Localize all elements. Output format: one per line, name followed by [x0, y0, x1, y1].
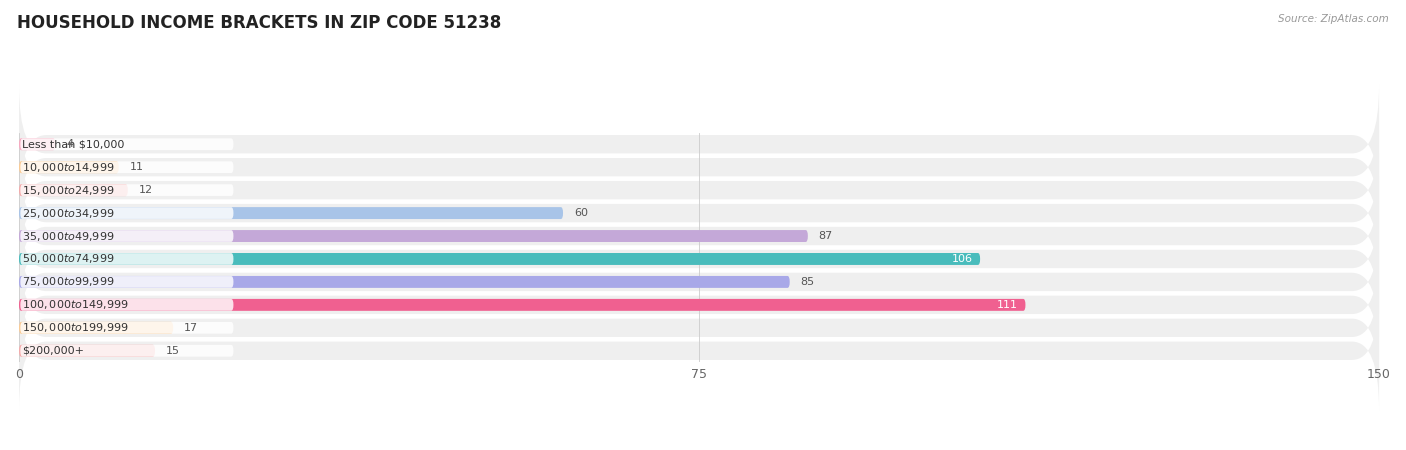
Text: $100,000 to $149,999: $100,000 to $149,999 — [21, 298, 128, 311]
FancyBboxPatch shape — [20, 253, 980, 265]
FancyBboxPatch shape — [20, 276, 233, 288]
FancyBboxPatch shape — [20, 85, 1379, 204]
FancyBboxPatch shape — [20, 130, 1379, 250]
FancyBboxPatch shape — [20, 138, 55, 150]
Text: Less than $10,000: Less than $10,000 — [21, 139, 124, 149]
Text: 85: 85 — [800, 277, 814, 287]
Text: 4: 4 — [66, 139, 73, 149]
Text: Source: ZipAtlas.com: Source: ZipAtlas.com — [1278, 14, 1389, 23]
FancyBboxPatch shape — [20, 199, 1379, 319]
Text: HOUSEHOLD INCOME BRACKETS IN ZIP CODE 51238: HOUSEHOLD INCOME BRACKETS IN ZIP CODE 51… — [17, 14, 501, 32]
Text: 15: 15 — [166, 346, 180, 356]
Text: $10,000 to $14,999: $10,000 to $14,999 — [21, 161, 114, 174]
FancyBboxPatch shape — [20, 276, 790, 288]
FancyBboxPatch shape — [20, 184, 128, 196]
Text: $75,000 to $99,999: $75,000 to $99,999 — [21, 275, 114, 288]
FancyBboxPatch shape — [20, 162, 233, 173]
FancyBboxPatch shape — [20, 207, 233, 219]
Text: $35,000 to $49,999: $35,000 to $49,999 — [21, 230, 114, 243]
FancyBboxPatch shape — [20, 161, 118, 173]
FancyBboxPatch shape — [20, 176, 1379, 296]
Text: 106: 106 — [952, 254, 973, 264]
FancyBboxPatch shape — [20, 184, 233, 196]
Text: $200,000+: $200,000+ — [21, 346, 84, 356]
Text: $25,000 to $34,999: $25,000 to $34,999 — [21, 207, 114, 220]
FancyBboxPatch shape — [20, 230, 233, 242]
Text: 111: 111 — [997, 300, 1018, 310]
FancyBboxPatch shape — [20, 207, 562, 219]
Text: $50,000 to $74,999: $50,000 to $74,999 — [21, 252, 114, 266]
FancyBboxPatch shape — [20, 139, 233, 150]
FancyBboxPatch shape — [20, 345, 155, 357]
FancyBboxPatch shape — [20, 108, 1379, 227]
FancyBboxPatch shape — [20, 291, 1379, 410]
Text: 87: 87 — [818, 231, 832, 241]
FancyBboxPatch shape — [20, 345, 233, 356]
FancyBboxPatch shape — [20, 322, 233, 333]
FancyBboxPatch shape — [20, 253, 233, 265]
FancyBboxPatch shape — [20, 153, 1379, 273]
Text: $15,000 to $24,999: $15,000 to $24,999 — [21, 184, 114, 197]
FancyBboxPatch shape — [20, 299, 233, 310]
FancyBboxPatch shape — [20, 230, 808, 242]
Text: 17: 17 — [184, 323, 198, 333]
Text: 60: 60 — [574, 208, 588, 218]
FancyBboxPatch shape — [20, 322, 173, 334]
FancyBboxPatch shape — [20, 245, 1379, 364]
Text: 11: 11 — [129, 162, 143, 172]
FancyBboxPatch shape — [20, 268, 1379, 387]
Text: $150,000 to $199,999: $150,000 to $199,999 — [21, 321, 128, 334]
Text: 12: 12 — [139, 185, 153, 195]
FancyBboxPatch shape — [20, 299, 1025, 311]
FancyBboxPatch shape — [20, 222, 1379, 342]
